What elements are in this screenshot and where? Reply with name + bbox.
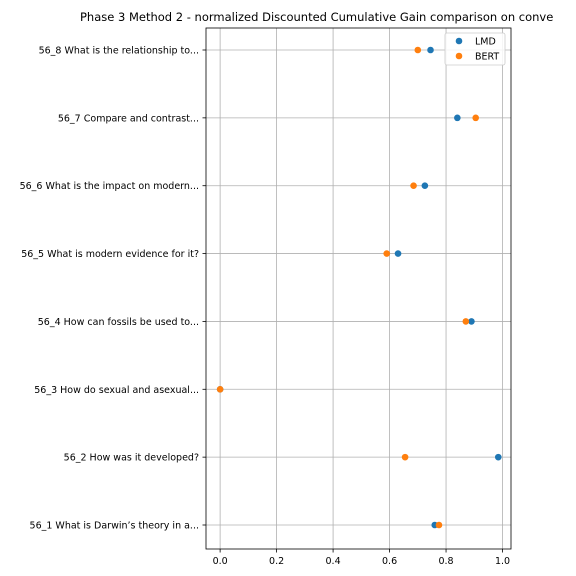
point-lmd xyxy=(494,453,502,461)
y-tick-label: 56_6 What is the impact on modern... xyxy=(20,181,199,192)
x-tick-label: 1.0 xyxy=(495,556,510,567)
plot-frame xyxy=(205,27,512,550)
point-bert xyxy=(401,453,409,461)
point-lmd xyxy=(468,318,475,325)
legend: LMD BERT xyxy=(444,32,506,66)
y-tick-label: 56_4 How can fossils be used to... xyxy=(38,317,199,328)
point-lmd xyxy=(454,114,461,122)
point-lmd xyxy=(394,250,402,257)
y-axis: 56_8 What is the relationship to... 56_7 … xyxy=(20,46,206,532)
y-tick-label: 56_7 Compare and contrast... xyxy=(58,113,199,124)
point-bert xyxy=(414,46,422,54)
point-bert xyxy=(383,250,391,257)
x-tick-label: 0.8 xyxy=(438,556,453,567)
grid xyxy=(206,28,511,549)
point-bert xyxy=(462,318,470,325)
x-axis: 0.0 0.2 0.4 0.6 0.8 1.0 xyxy=(213,549,510,567)
point-bert xyxy=(410,182,417,190)
chart-title: Phase 3 Method 2 - normalized Discounted… xyxy=(80,10,553,24)
point-bert xyxy=(472,114,479,122)
data-points xyxy=(216,46,502,529)
point-lmd xyxy=(427,46,434,54)
legend-marker-lmd xyxy=(455,37,463,45)
y-tick-label: 56_2 How was it developed? xyxy=(64,453,199,464)
point-bert xyxy=(216,385,224,393)
x-tick-label: 0.6 xyxy=(382,556,397,567)
x-tick-label: 0.2 xyxy=(269,556,284,567)
legend-label-lmd: LMD xyxy=(475,37,496,48)
x-tick-label: 0.0 xyxy=(213,556,228,567)
point-bert xyxy=(435,521,443,529)
y-tick-label: 56_3 How do sexual and asexual... xyxy=(34,385,199,396)
legend-label-bert: BERT xyxy=(475,52,499,63)
y-tick-label: 56_5 What is modern evidence for it? xyxy=(21,249,199,260)
y-tick-label: 56_1 What is Darwin’s theory in a... xyxy=(30,521,199,532)
point-lmd xyxy=(421,182,429,190)
x-tick-label: 0.4 xyxy=(326,556,341,567)
y-tick-label: 56_8 What is the relationship to... xyxy=(39,46,199,57)
legend-marker-bert xyxy=(455,52,463,60)
